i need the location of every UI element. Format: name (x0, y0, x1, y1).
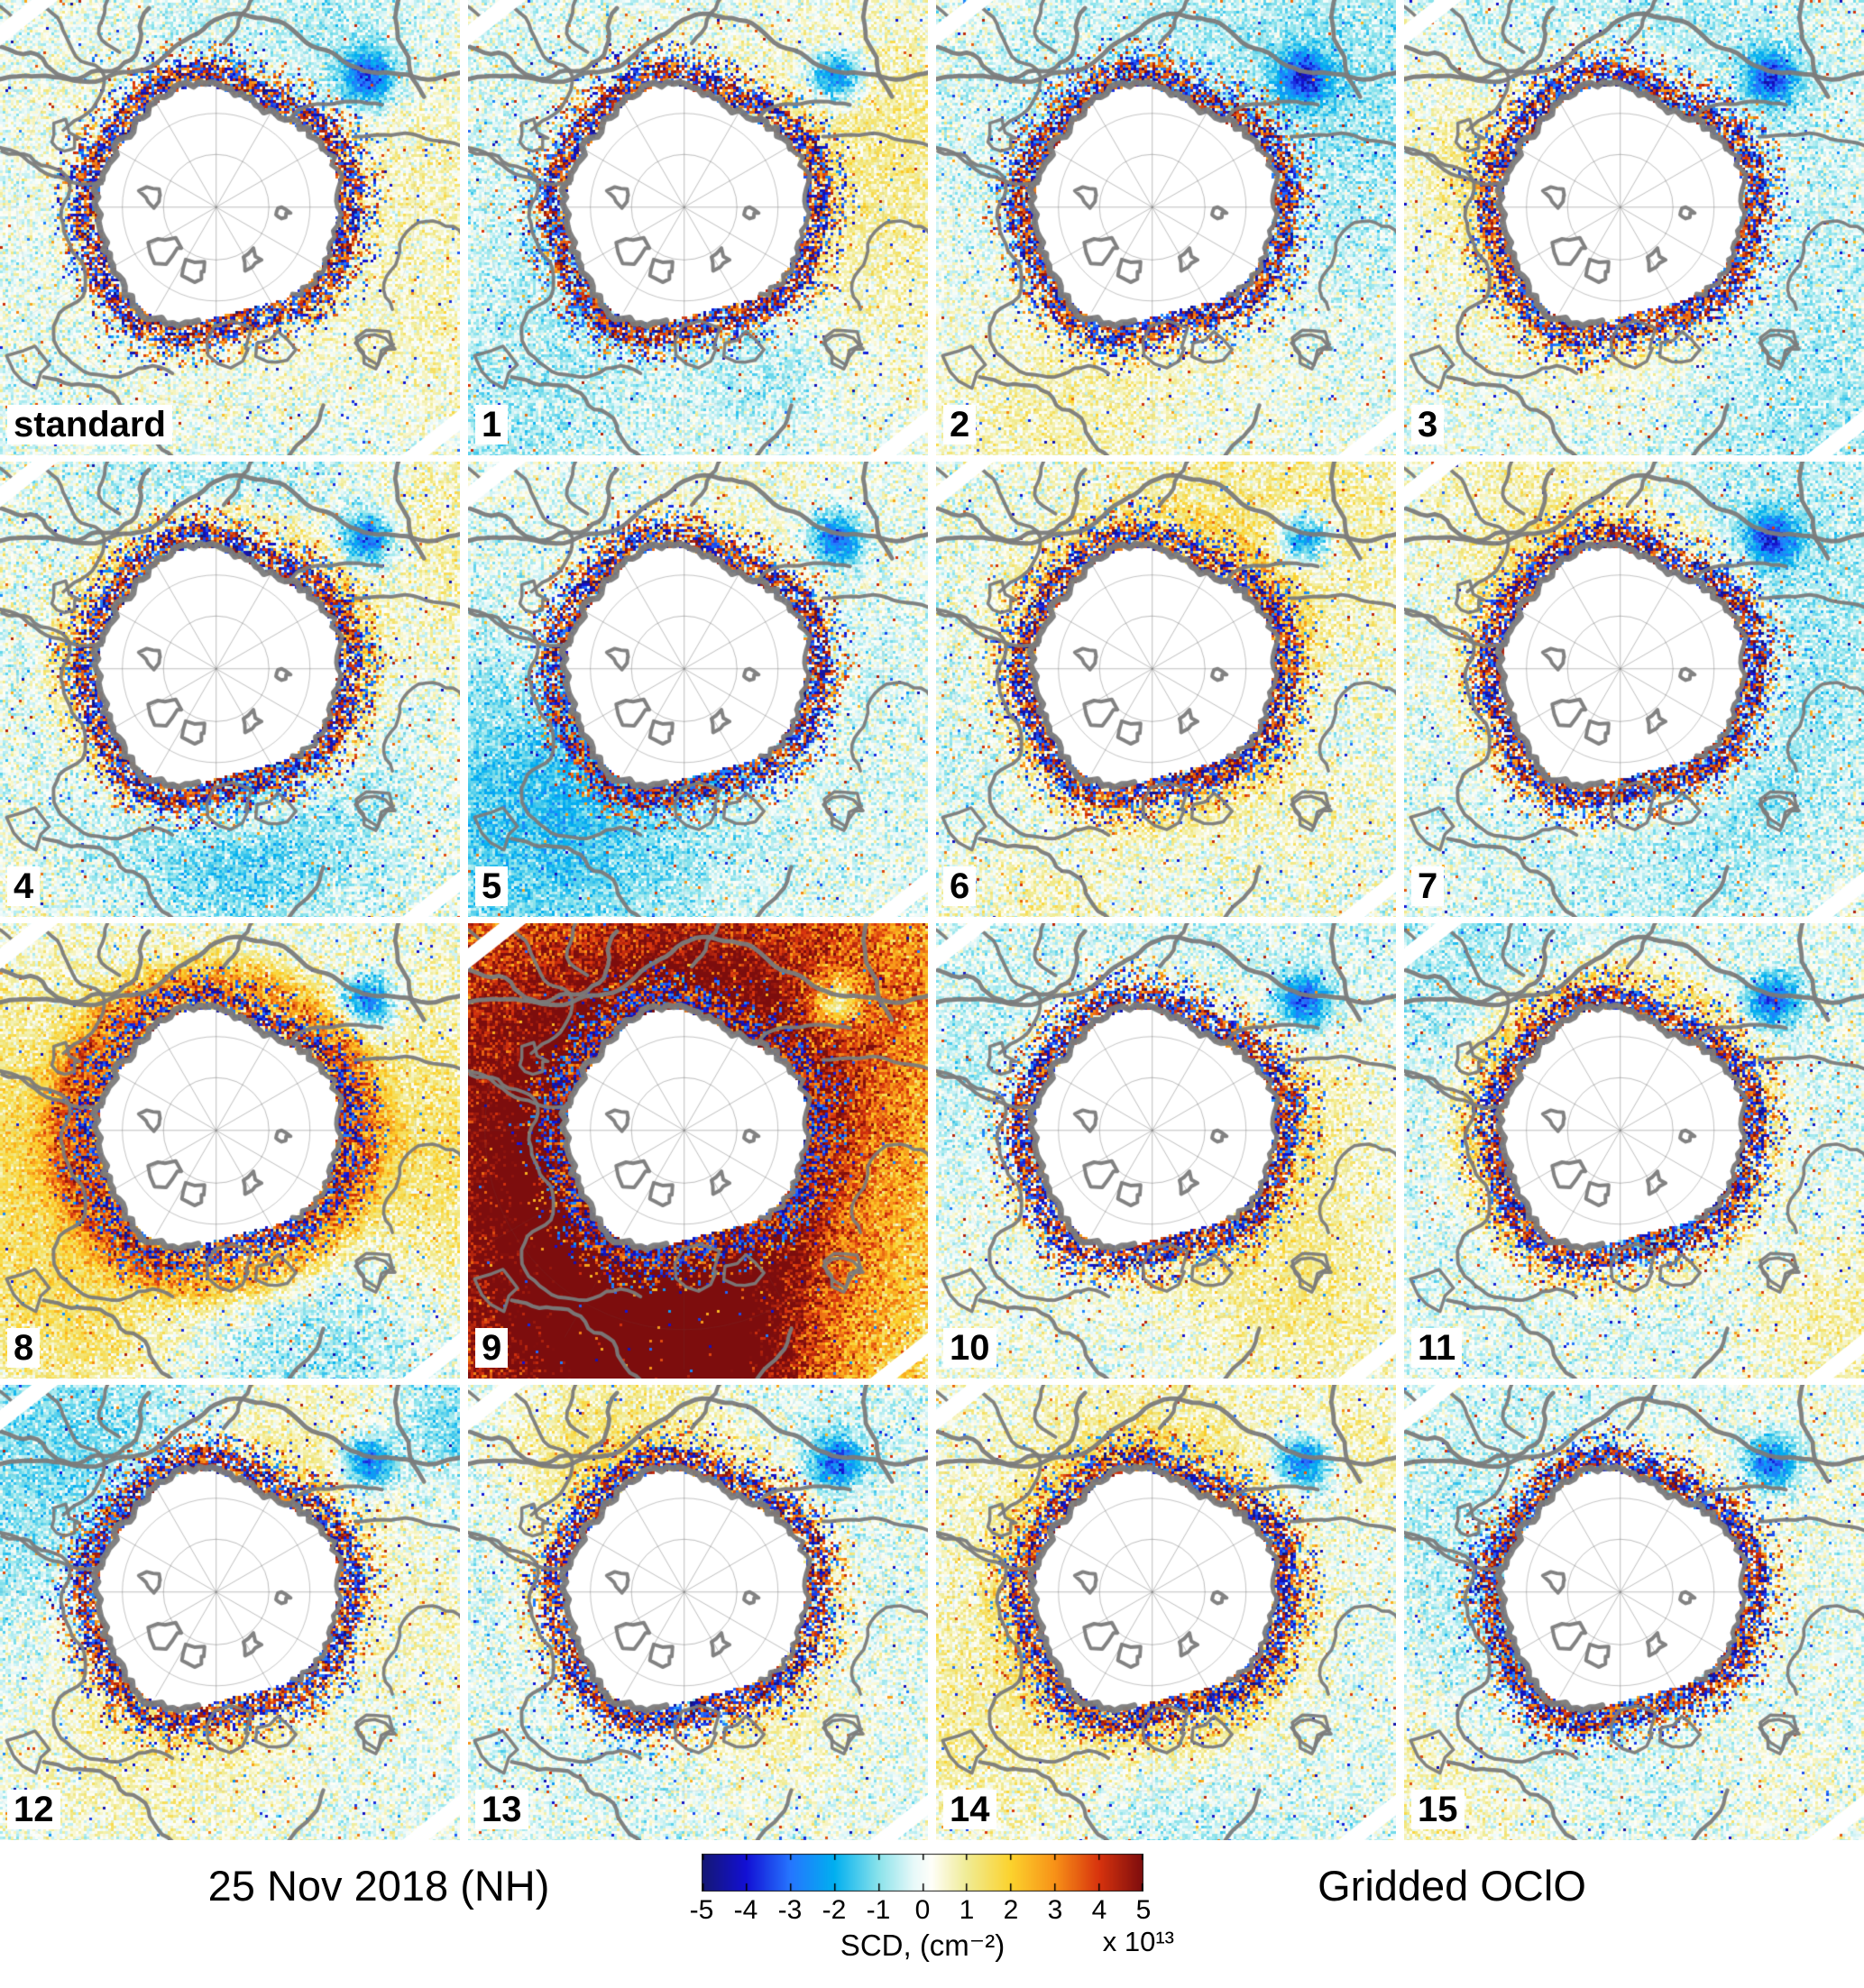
map-panel-3: 3 (1404, 0, 1864, 455)
colorbar-tick: -1 (866, 1895, 891, 1925)
panel-label: 9 (475, 1328, 509, 1368)
map-panel-7: 7 (1404, 462, 1864, 917)
caption-date: 25 Nov 2018 (NH) (207, 1862, 550, 1910)
panel-label: standard (7, 405, 172, 444)
footer: 25 Nov 2018 (NH) -5 -4 -3 -2 -1 0 1 2 3 4 5 SCD, (… (0, 1850, 1864, 1988)
colorbar-block: -5 -4 -3 -2 -1 0 1 2 3 4 5 SCD, (cm⁻²) x 10¹³ (690, 1854, 1174, 1964)
colorbar-tick: 2 (1003, 1895, 1019, 1925)
map-panel-standard: standard (0, 0, 460, 455)
colorbar-canvas (702, 1854, 1143, 1892)
panel-grid: standard 1 2 3 4 5 6 7 8 9 10 11 12 13 14 15 (0, 0, 1864, 1840)
panel-label: 7 (1411, 866, 1445, 906)
panel-label: 4 (7, 866, 41, 906)
map-canvas (0, 0, 460, 455)
panel-label: 1 (475, 405, 509, 444)
map-canvas (468, 0, 928, 455)
colorbar-tick: 1 (959, 1895, 975, 1925)
colorbar-tick: 5 (1135, 1895, 1152, 1925)
panel-label: 11 (1411, 1328, 1463, 1368)
map-canvas (1404, 1385, 1864, 1840)
panel-label: 2 (943, 405, 977, 444)
map-panel-11: 11 (1404, 923, 1864, 1379)
map-canvas (936, 462, 1396, 917)
colorbar-tick: 3 (1047, 1895, 1063, 1925)
colorbar-tick: -2 (822, 1895, 847, 1925)
caption-product: Gridded OClO (1318, 1862, 1586, 1910)
map-panel-14: 14 (936, 1385, 1396, 1840)
colorbar-tick: -3 (777, 1895, 803, 1925)
map-panel-1: 1 (468, 0, 928, 455)
map-panel-9: 9 (468, 923, 928, 1379)
colorbar-multiplier: x 10¹³ (1102, 1926, 1174, 1957)
colorbar-sub: SCD, (cm⁻²) x 10¹³ (702, 1924, 1174, 1964)
colorbar-tick: 0 (914, 1895, 931, 1925)
map-panel-2: 2 (936, 0, 1396, 455)
map-panel-4: 4 (0, 462, 460, 917)
map-panel-12: 12 (0, 1385, 460, 1840)
colorbar-tick: 4 (1091, 1895, 1107, 1925)
colorbar-tick: -4 (733, 1895, 758, 1925)
panel-label: 6 (943, 866, 977, 906)
panel-label: 14 (943, 1790, 996, 1829)
map-canvas (936, 923, 1396, 1379)
panel-label: 5 (475, 866, 509, 906)
map-canvas (468, 462, 928, 917)
colorbar-tick: -5 (689, 1895, 714, 1925)
map-canvas (468, 923, 928, 1379)
panel-label: 12 (7, 1790, 60, 1829)
panel-label: 3 (1411, 405, 1445, 444)
colorbar-ticks: -5 -4 -3 -2 -1 0 1 2 3 4 5 (690, 1892, 1152, 1925)
map-canvas (936, 1385, 1396, 1840)
panel-label: 10 (943, 1328, 996, 1368)
map-canvas (1404, 923, 1864, 1379)
colorbar-label: SCD, (cm⁻²) (840, 1928, 1005, 1962)
map-panel-10: 10 (936, 923, 1396, 1379)
map-panel-8: 8 (0, 923, 460, 1379)
map-panel-13: 13 (468, 1385, 928, 1840)
map-canvas (468, 1385, 928, 1840)
map-canvas (0, 462, 460, 917)
map-panel-15: 15 (1404, 1385, 1864, 1840)
panel-label: 8 (7, 1328, 41, 1368)
panel-label: 15 (1411, 1790, 1465, 1829)
map-canvas (0, 923, 460, 1379)
map-canvas (0, 1385, 460, 1840)
map-panel-6: 6 (936, 462, 1396, 917)
map-canvas (936, 0, 1396, 455)
map-canvas (1404, 462, 1864, 917)
map-panel-5: 5 (468, 462, 928, 917)
map-canvas (1404, 0, 1864, 455)
panel-label: 13 (475, 1790, 528, 1829)
